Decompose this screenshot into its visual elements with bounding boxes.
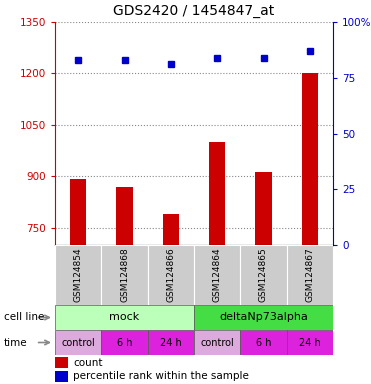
Bar [194,305,333,330]
Bar [70,179,86,245]
Text: deltaNp73alpha: deltaNp73alpha [219,313,308,323]
Bar [194,245,240,305]
Text: percentile rank within the sample: percentile rank within the sample [73,371,249,381]
Text: GSM124854: GSM124854 [74,248,83,302]
Bar [209,142,225,245]
Text: GSM124866: GSM124866 [166,248,175,302]
Bar [287,245,333,305]
Text: mock: mock [109,313,139,323]
Bar [148,245,194,305]
Text: control: control [200,338,234,348]
Bar [148,330,194,355]
Bar [116,187,132,245]
Text: 6 h: 6 h [256,338,271,348]
Text: control: control [61,338,95,348]
Title: GDS2420 / 1454847_at: GDS2420 / 1454847_at [114,4,275,18]
Bar [55,305,194,330]
Text: GSM124865: GSM124865 [259,248,268,302]
Text: GSM124867: GSM124867 [305,248,314,302]
Bar [302,73,318,245]
Bar [101,330,148,355]
Bar [255,172,272,245]
Text: 24 h: 24 h [299,338,321,348]
Text: GSM124864: GSM124864 [213,248,221,302]
Bar [55,245,101,305]
Bar [287,330,333,355]
Text: time: time [4,338,27,348]
Text: count: count [73,358,102,367]
Bar [55,357,68,368]
Bar [240,330,287,355]
Bar [101,245,148,305]
Text: cell line: cell line [4,313,44,323]
Text: 6 h: 6 h [117,338,132,348]
Bar [55,330,101,355]
Bar [163,214,179,245]
Bar [240,245,287,305]
Bar [55,371,68,382]
Text: GSM124868: GSM124868 [120,248,129,302]
Text: 24 h: 24 h [160,338,182,348]
Bar [194,330,240,355]
